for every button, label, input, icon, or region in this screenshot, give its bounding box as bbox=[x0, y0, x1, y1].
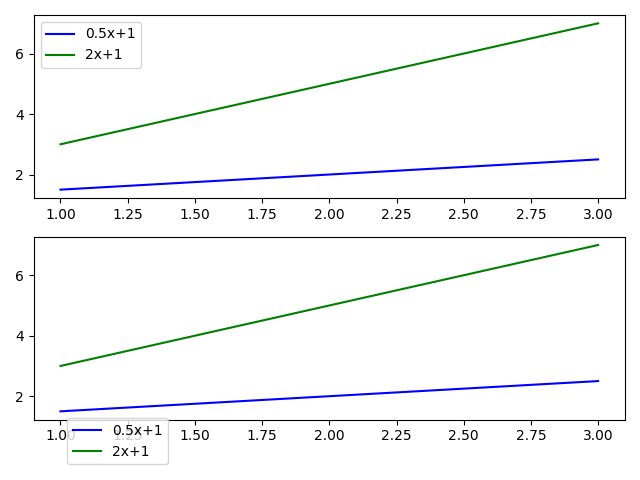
2x+1 bbox=[375, 291, 383, 297]
2x+1 bbox=[544, 32, 552, 37]
Line: 0.5x+1: 0.5x+1 bbox=[60, 381, 598, 411]
0.5x+1 bbox=[377, 390, 385, 396]
0.5x+1 bbox=[595, 156, 602, 162]
2x+1 bbox=[595, 242, 602, 248]
0.5x+1 bbox=[544, 159, 552, 165]
Line: 2x+1: 2x+1 bbox=[60, 24, 598, 144]
0.5x+1 bbox=[595, 378, 602, 384]
0.5x+1 bbox=[510, 161, 518, 167]
2x+1 bbox=[375, 70, 383, 75]
2x+1 bbox=[377, 291, 385, 297]
0.5x+1 bbox=[58, 187, 66, 192]
2x+1 bbox=[56, 363, 64, 369]
2x+1 bbox=[377, 70, 385, 75]
2x+1 bbox=[58, 141, 66, 147]
0.5x+1 bbox=[510, 383, 518, 389]
Line: 2x+1: 2x+1 bbox=[60, 245, 598, 366]
0.5x+1 bbox=[56, 408, 64, 414]
0.5x+1 bbox=[375, 391, 383, 396]
2x+1 bbox=[510, 39, 518, 45]
0.5x+1 bbox=[386, 168, 394, 174]
2x+1 bbox=[510, 261, 518, 267]
0.5x+1 bbox=[375, 169, 383, 175]
Legend: 0.5x+1, 2x+1: 0.5x+1, 2x+1 bbox=[67, 418, 168, 464]
0.5x+1 bbox=[377, 169, 385, 175]
2x+1 bbox=[386, 289, 394, 295]
0.5x+1 bbox=[386, 390, 394, 396]
0.5x+1 bbox=[544, 381, 552, 387]
2x+1 bbox=[58, 363, 66, 369]
0.5x+1 bbox=[58, 408, 66, 414]
0.5x+1 bbox=[56, 187, 64, 192]
2x+1 bbox=[544, 253, 552, 259]
Line: 0.5x+1: 0.5x+1 bbox=[60, 159, 598, 190]
2x+1 bbox=[56, 142, 64, 147]
2x+1 bbox=[595, 21, 602, 26]
Legend: 0.5x+1, 2x+1: 0.5x+1, 2x+1 bbox=[40, 22, 141, 68]
2x+1 bbox=[386, 67, 394, 73]
